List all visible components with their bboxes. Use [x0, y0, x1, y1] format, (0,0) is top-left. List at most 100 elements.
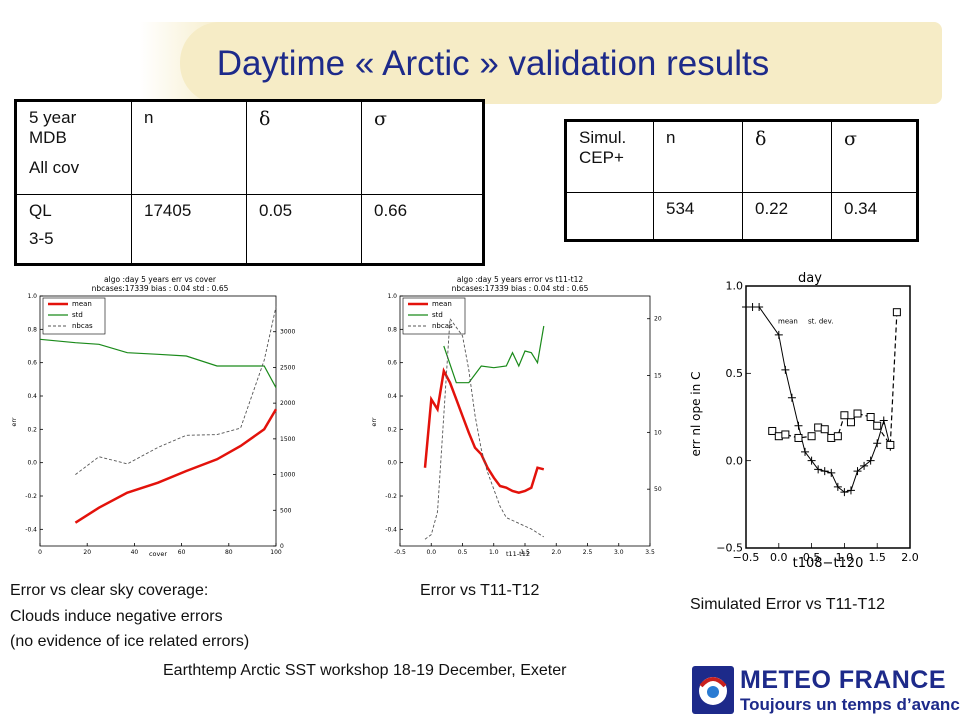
data-point-square — [794, 433, 803, 442]
legend-label: std — [72, 311, 83, 319]
data-point-square — [873, 421, 882, 430]
table-cell-delta-value: 0.05 — [246, 194, 362, 265]
cell-text: 5 year — [29, 108, 77, 127]
data-point-square — [866, 413, 875, 421]
series-line-nbcas — [75, 306, 277, 475]
slide-title: Daytime « Arctic » validation results — [216, 44, 770, 83]
data-point-square — [840, 411, 849, 420]
legend-label: std — [432, 311, 443, 319]
chart-subtitle: nbcases:17339 bias : 0.04 std : 0.65 — [452, 284, 589, 293]
x-tick-label: 2.0 — [551, 549, 561, 556]
legend-label: mean — [72, 300, 92, 308]
y-tick-label: -0.2 — [385, 493, 397, 500]
table-header-row: 5 year MDB All cov n δ σ — [15, 100, 484, 195]
x-tick-label: 0.5 — [458, 549, 468, 556]
err-vs-t11-t12-chart: algo :day 5 years error vs t11-t12 nbcas… — [370, 275, 662, 558]
table-cell-mdb: 5 year MDB All cov — [15, 100, 132, 195]
data-point-square — [774, 432, 783, 441]
y2-tick-label: 1500 — [280, 436, 295, 443]
x-tick-label: 20 — [83, 549, 91, 556]
y-axis-label: err — [370, 417, 378, 427]
data-point-plus — [827, 468, 836, 477]
y2-tick-label: 500 — [654, 486, 662, 493]
y2-tick-label: 3000 — [280, 329, 295, 336]
chart-marks: −0.5 0.0 0.5 1.0 1.5 2.0 1.0 0.5 0.0 −0.5 — [716, 280, 918, 564]
y-tick-label: 1.0 — [387, 293, 397, 300]
cell-text: 3-5 — [29, 229, 54, 248]
y2-tick-label: 1500 — [654, 373, 662, 380]
y-tick-label: 1.0 — [27, 293, 37, 300]
table-cell-n: n — [131, 100, 247, 195]
data-point-plus — [794, 421, 803, 430]
series-line-std — [443, 325, 545, 384]
chart-title: day — [798, 271, 822, 286]
x-tick-label: 60 — [178, 549, 186, 556]
y-tick-label: 0.4 — [387, 393, 397, 400]
logo-name: METEO FRANCE — [740, 666, 946, 694]
series-line-mean — [423, 367, 545, 494]
table-cell-n: n — [653, 120, 743, 193]
x-tick-label: 3.0 — [614, 549, 624, 556]
x-tick-label: 0.0 — [770, 551, 788, 564]
data-point-plus — [879, 416, 888, 425]
x-tick-label: 1.0 — [836, 551, 854, 564]
data-point-plus — [853, 467, 862, 476]
x-tick-label: −0.5 — [733, 551, 760, 564]
x-tick-label: -0.5 — [394, 549, 406, 556]
y-tick-label: 0.5 — [726, 367, 744, 380]
y-axis-label: err — [10, 417, 18, 427]
title-banner — [180, 22, 942, 104]
logo-emblem-icon — [692, 666, 734, 714]
x-tick-label: 2.0 — [901, 551, 919, 564]
data-point-plus — [801, 447, 810, 456]
table-cell-sigma-value: 0.34 — [831, 192, 918, 241]
caption-plot1-line1: Error vs clear sky coverage: — [10, 582, 209, 599]
y-tick-label: 0.0 — [387, 460, 397, 467]
table-cell-ql: QL 3-5 — [15, 194, 132, 265]
y-tick-label: 0.0 — [726, 454, 744, 467]
y-tick-label: 0.8 — [387, 326, 397, 333]
y2-tick-label: 1000 — [280, 472, 295, 479]
chart-title: algo :day 5 years error vs t11-t12 — [457, 275, 583, 284]
x-axis-label: cover — [149, 550, 167, 558]
simulated-error-chart: day t108−t120 err nl ope in C −0.5 0.0 0.5… — [689, 271, 919, 571]
chart-title: algo :day 5 years err vs cover — [104, 275, 217, 284]
y-tick-label: -0.4 — [25, 526, 37, 533]
y-tick-label: -0.4 — [385, 526, 397, 533]
plot-area — [39, 295, 277, 547]
chart-marks: 0 20 40 60 80 100 -0.4 -0.2 0.0 0.2 0.4 0.6 0.8 1.0 0 5… — [25, 293, 295, 556]
table-cell-delta: δ — [246, 100, 362, 195]
y-tick-label: 1.0 — [726, 280, 744, 293]
data-point-plus — [840, 488, 849, 497]
x-tick-label: 1.5 — [868, 551, 886, 564]
chart-subtitle: nbcases:17339 bias : 0.04 std : 0.65 — [92, 284, 229, 293]
table-row: QL 3-5 17405 0.05 0.66 — [15, 194, 484, 265]
data-point-plus — [781, 365, 790, 374]
plot-area — [399, 295, 651, 547]
caption-plot1-line3: (no evidence of ice related errors) — [10, 633, 250, 650]
y-tick-label: 0.6 — [27, 360, 37, 367]
x-tick-label: 40 — [131, 549, 139, 556]
x-tick-label: 80 — [225, 549, 233, 556]
data-point-plus — [873, 439, 882, 448]
table-cell-sigma: σ — [831, 120, 918, 193]
simulation-table: Simul. CEP+ n δ σ 534 0.22 0.34 — [564, 119, 919, 242]
y2-tick-label: 500 — [280, 507, 292, 514]
data-point-plus — [820, 467, 829, 476]
x-axis-label: t108−t120 — [793, 556, 864, 571]
data-point-plus — [833, 482, 842, 491]
x-tick-label: 0.5 — [803, 551, 821, 564]
x-tick-label: 100 — [270, 549, 282, 556]
data-point-square — [781, 430, 790, 439]
series-line-std — [39, 338, 277, 388]
logo-tagline: Toujours un temps d’avance — [740, 695, 960, 714]
y-tick-label: 0.6 — [387, 360, 397, 367]
cell-text: MDB — [29, 128, 67, 147]
chart-marks: -0.5 0.0 0.5 1.0 1.5 2.0 2.5 3.0 3.5 -0.4 -0.2 0.0 0… — [385, 293, 662, 556]
y-tick-label: 0.2 — [387, 426, 397, 433]
cell-text: All cov — [29, 158, 80, 177]
x-tick-label: 3.5 — [645, 549, 655, 556]
table-cell-delta: δ — [742, 120, 832, 193]
y-tick-label: 0.4 — [27, 393, 37, 400]
data-point-plus — [860, 461, 869, 470]
